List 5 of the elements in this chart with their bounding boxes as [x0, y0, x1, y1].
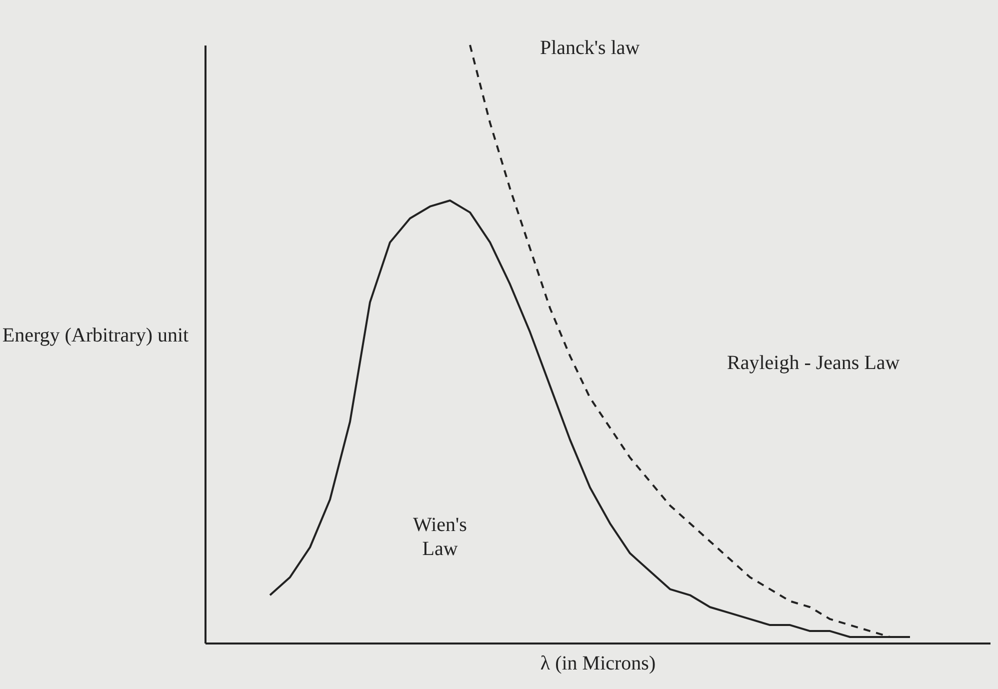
annotation: Planck's law — [540, 37, 640, 59]
annotation: Rayleigh - Jeans Law — [727, 352, 900, 374]
annotation: Wien's Law — [413, 514, 468, 560]
x-axis-title: λ (in Microns) — [540, 652, 656, 674]
y-axis-title: Energy (Arbitrary) unit — [2, 324, 190, 346]
